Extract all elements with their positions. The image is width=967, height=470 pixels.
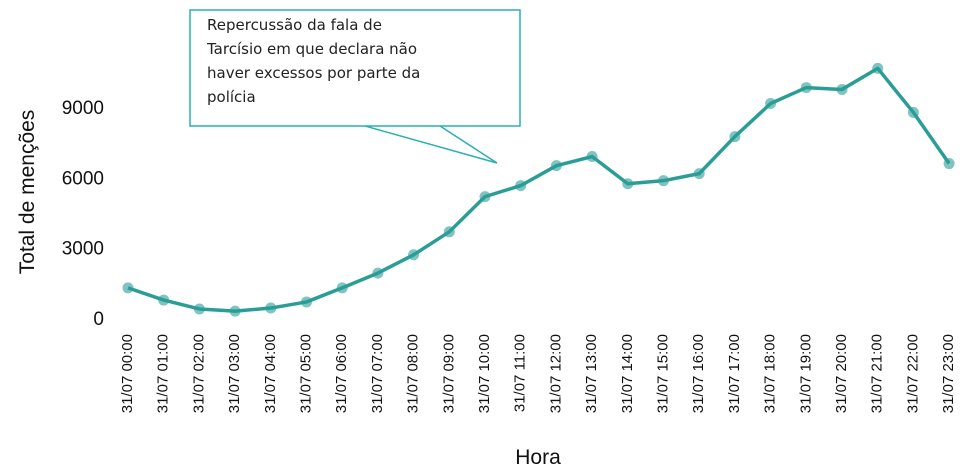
x-tick-label: 31/07 03:00 — [226, 334, 243, 413]
x-tick-label: 31/07 12:00 — [547, 334, 564, 413]
x-tick-label: 31/07 11:00 — [512, 334, 529, 412]
data-point — [622, 178, 634, 190]
y-tick-label: 0 — [93, 309, 104, 330]
data-point — [372, 267, 384, 279]
data-point — [693, 168, 705, 180]
data-point — [872, 62, 884, 74]
annotation-line: Tarcísio em que declara não — [206, 40, 417, 58]
x-tick-label: 31/07 04:00 — [262, 334, 279, 413]
x-tick-label: 31/07 22:00 — [904, 334, 921, 413]
x-tick-label: 31/07 17:00 — [726, 334, 743, 413]
data-point — [765, 98, 777, 110]
x-tick-label: 31/07 16:00 — [690, 334, 707, 413]
y-tick-label: 6000 — [62, 168, 104, 189]
x-tick-label: 31/07 13:00 — [583, 334, 600, 413]
x-tick-label: 31/07 02:00 — [190, 334, 207, 413]
x-tick-label: 31/07 00:00 — [119, 334, 136, 413]
x-tick-label: 31/07 20:00 — [833, 334, 850, 413]
x-tick-label: 31/07 23:00 — [940, 334, 957, 413]
x-tick-label: 31/07 06:00 — [333, 334, 350, 413]
data-point — [550, 160, 562, 172]
data-point — [265, 302, 277, 314]
data-line — [127, 66, 951, 313]
data-point — [907, 106, 919, 118]
data-point — [193, 303, 205, 315]
annotation-line: Repercussão da fala de — [207, 16, 382, 34]
x-tick-label: 31/07 18:00 — [762, 334, 779, 413]
data-point — [800, 82, 812, 94]
data-point — [836, 83, 848, 95]
x-tick-label: 31/07 05:00 — [297, 334, 314, 413]
data-point — [301, 296, 312, 308]
data-point — [943, 158, 955, 170]
data-point — [658, 175, 669, 187]
data-point — [122, 282, 134, 294]
data-point — [586, 151, 598, 163]
data-point — [158, 294, 170, 306]
x-tick-label: 31/07 15:00 — [654, 334, 671, 413]
annotation-line: haver excessos por parte da — [207, 64, 420, 82]
data-point — [443, 226, 455, 238]
annotation-box — [189, 9, 521, 164]
data-point — [229, 305, 241, 317]
x-tick-label: 31/07 21:00 — [869, 334, 886, 413]
x-tick-label: 31/07 10:00 — [476, 334, 493, 413]
annotation-line: polícia — [207, 88, 256, 106]
data-point — [336, 282, 348, 294]
x-tick-label: 31/07 19:00 — [797, 334, 814, 413]
x-tick-label: 31/07 09:00 — [440, 334, 457, 413]
data-point — [729, 131, 741, 143]
annotation: Repercussão da fala de Tarcísio em que de… — [206, 16, 420, 106]
x-tick-label: 31/07 14:00 — [619, 334, 636, 413]
y-tick-label: 9000 — [62, 98, 104, 119]
y-axis-label: Total de menções — [16, 110, 39, 275]
data-point — [408, 249, 420, 261]
x-tick-label: 31/07 07:00 — [369, 334, 386, 413]
x-axis-label: Hora — [515, 446, 561, 469]
x-tick-label: 31/07 08:00 — [405, 334, 422, 413]
data-point — [479, 191, 491, 203]
x-tick-label: 31/07 01:00 — [155, 334, 172, 413]
y-tick-label: 3000 — [62, 239, 104, 260]
data-point — [515, 180, 527, 192]
